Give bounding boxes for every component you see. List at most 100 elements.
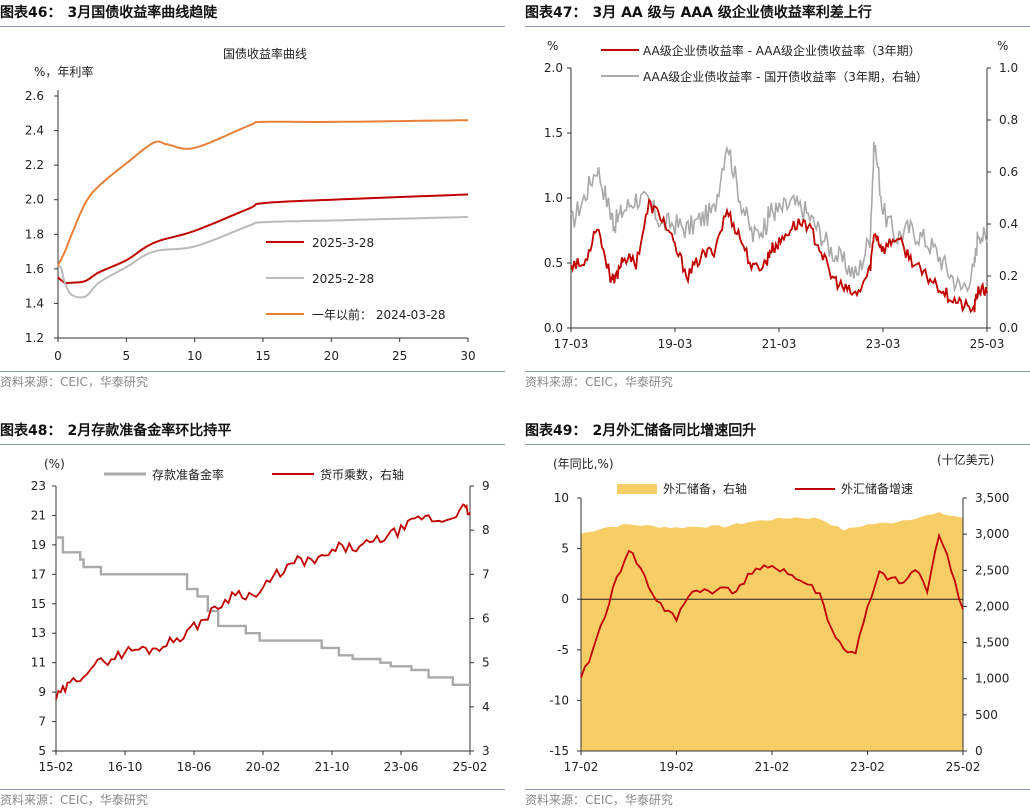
chart-48-legend-label-1: 存款准备金率 [152,467,224,482]
chart-49-xtick-label: 21-02 [755,760,790,774]
chart-49-series-area-1 [581,512,963,751]
chart-48-ytick-label-right: 8 [482,523,490,537]
chart-48-ytick-label-right: 5 [482,656,490,670]
chart-49-series-line-2 [580,532,964,679]
chart-46-legend-label-1: 2025-3-28 [312,236,374,250]
chart-47-legend-label-1: AA级企业债收益率 - AAA级企业债收益率（3年期） [643,43,921,58]
figure-47-source: 资料来源：CEIC，华泰研究 [525,371,1030,392]
chart-46-series-line-3 [57,119,469,266]
chart-49-ytick-label-left: -5 [557,643,569,657]
chart-47-xtick-label: 25-03 [970,337,1005,351]
chart-49-ytick-label-left: 5 [561,542,569,556]
chart-46-ytick-label: 2.4 [25,124,44,138]
chart-48-ytick-label-left: 23 [31,479,46,493]
chart-49-legend-swatch-1 [617,484,657,494]
chart-47-ytick-label-left: 0.5 [544,256,563,270]
chart-46-xtick-label: 20 [324,349,339,363]
chart-47: % % 0.0 0.5 1.0 1.5 2.0 0.0 0.2 0.4 0.6 0.8 1.0 17-03… [544,39,1018,351]
chart-47-ytick-label-left: 2.0 [544,61,563,75]
chart-47-series-line-1 [570,198,988,314]
chart-46-xtick-label: 15 [255,349,270,363]
chart-46-series-line-1 [57,193,469,285]
chart-49-ylabel-right: (十亿美元) [937,452,994,467]
chart-46-xtick-label: 25 [392,349,407,363]
chart-48-ytick-label-right: 4 [482,700,490,714]
chart-49-ytick-label-right: 1,000 [975,672,1009,686]
chart-48-ytick-label-right: 9 [482,479,490,493]
chart-47-ytick-label-right: 0.2 [999,269,1018,283]
chart-46-ytick-label: 2.6 [25,89,44,103]
chart-46-ytick-label: 1.8 [25,227,44,241]
chart-46-xtick-label: 5 [123,349,131,363]
chart-46-title: 国债收益率曲线 [223,46,307,61]
chart-48-xtick-label: 16-10 [108,760,143,774]
figure-47-panel: 图表47： 3月 AA 级与 AAA 级企业债收益率利差上行 %% 0.0 0.5 1.… [525,0,1030,392]
chart-48-legend-label-2: 货币乘数，右轴 [320,467,404,482]
figure-49-source: 资料来源：CEIC，华泰研究 [525,789,1030,810]
chart-48-ytick-label-left: 9 [38,685,46,699]
chart-46-xtick-label: 30 [460,349,475,363]
chart-48-ytick-label-left: 13 [31,626,46,640]
chart-49-ytick-label-right: 3,500 [975,491,1009,505]
figure-46-source: 资料来源：CEIC，华泰研究 [0,371,505,392]
chart-47-xtick-label: 19-03 [658,337,693,351]
chart-49-ytick-label-left: 0 [561,592,569,606]
chart-49-ytick-label-right: 3,000 [975,527,1009,541]
chart-47-ylabel-right: % [997,39,1008,53]
chart-48-ytick-label-left: 7 [38,715,46,729]
chart-47-ytick-label-right: 0.4 [999,217,1018,231]
chart-48-ytick-label-left: 5 [38,744,46,758]
chart-48-series-line-1 [56,536,470,686]
chart-49-ytick-label-left: 10 [554,491,569,505]
chart-49-ytick-label-right: 2,500 [975,563,1009,577]
chart-49-ytick-label-left: -15 [549,744,569,758]
chart-49-ytick-label-left: -10 [549,693,569,707]
chart-48-ytick-label-right: 7 [482,567,490,581]
chart-46-ytick-label: 2.2 [25,158,44,172]
chart-46-legend-label-3: 一年以前： 2024-03-28 [312,307,446,322]
figure-48-title: 图表48： 2月存款准备金率环比持平 [0,418,505,445]
chart-48-xtick-label: 20-02 [246,760,281,774]
chart-46-series-line-2 [57,216,469,299]
chart-48-ytick-label-left: 21 [31,508,46,522]
chart-49-xtick-label: 19-02 [659,760,694,774]
chart-48-xtick-label: 18-06 [177,760,212,774]
figure-46-title: 图表46： 3月国债收益率曲线趋陡 [0,0,505,27]
chart-49-legend-label-2: 外汇储备增速 [841,481,913,496]
chart-46: 国债收益率曲线 %，年利率 1.2 1.4 1.6 1.8 2.0 2.2 2.4 2.6 0 5 10… [25,46,476,363]
chart-49-legend-label-1: 外汇储备，右轴 [663,481,747,496]
chart-48-ylabel-left: (%) [44,457,65,471]
chart-46-ytick-label: 2.0 [25,193,44,207]
chart-48-series-line-2 [55,503,471,700]
chart-46-ylabel: %，年利率 [34,64,93,79]
chart-49-xtick-label: 25-02 [946,760,981,774]
chart-47-legend-label-2: AAA级企业债收益率 - 国开债收益率（3年期，右轴） [643,69,928,84]
chart-48-ytick-label-right: 6 [482,612,490,626]
chart-47-ytick-label-right: 0.8 [999,113,1018,127]
chart-47-ytick-label-right: 0.6 [999,165,1018,179]
chart-48-ytick-label-left: 11 [31,656,46,670]
chart-46-xtick-label: 10 [187,349,202,363]
chart-49-ytick-label-right: 1,500 [975,636,1009,650]
chart-48: (%) 5 7 9 11 13 15 17 19 21 23 3 4 5 6 7 8 9 15-02 16-10 18-… [31,457,490,774]
chart-48-ytick-label-left: 17 [31,567,46,581]
chart-46-legend-label-2: 2025-2-28 [312,272,374,286]
figure-48-panel: 图表48： 2月存款准备金率环比持平 (%) 5 7 9 11 13 15 17 19 21 23 3 4… [0,418,505,810]
figure-47-title: 图表47： 3月 AA 级与 AAA 级企业债收益率利差上行 [525,0,1030,27]
chart-48-ytick-label-right: 3 [482,744,490,758]
chart-47-ytick-label-left: 1.0 [544,191,563,205]
chart-49-ytick-label-right: 2,000 [975,599,1009,613]
chart-49-xtick-label: 23-02 [850,760,885,774]
chart-46-ytick-label: 1.4 [25,296,44,310]
chart-47-series-line-2 [570,141,988,294]
chart-48-xtick-label: 15-02 [39,760,74,774]
chart-48-xtick-label: 21-10 [315,760,350,774]
chart-47-ytick-label-left: 0.0 [544,321,563,335]
chart-47-xtick-label: 21-03 [762,337,797,351]
chart-48-xtick-label: 25-02 [453,760,488,774]
chart-47-xtick-label: 23-03 [866,337,901,351]
chart-47-xtick-label: 17-03 [554,337,589,351]
chart-47-ytick-label-right: 0.0 [999,321,1018,335]
chart-48-ytick-label-left: 15 [31,597,46,611]
chart-49-ylabel-left: (年同比,%) [553,457,614,471]
